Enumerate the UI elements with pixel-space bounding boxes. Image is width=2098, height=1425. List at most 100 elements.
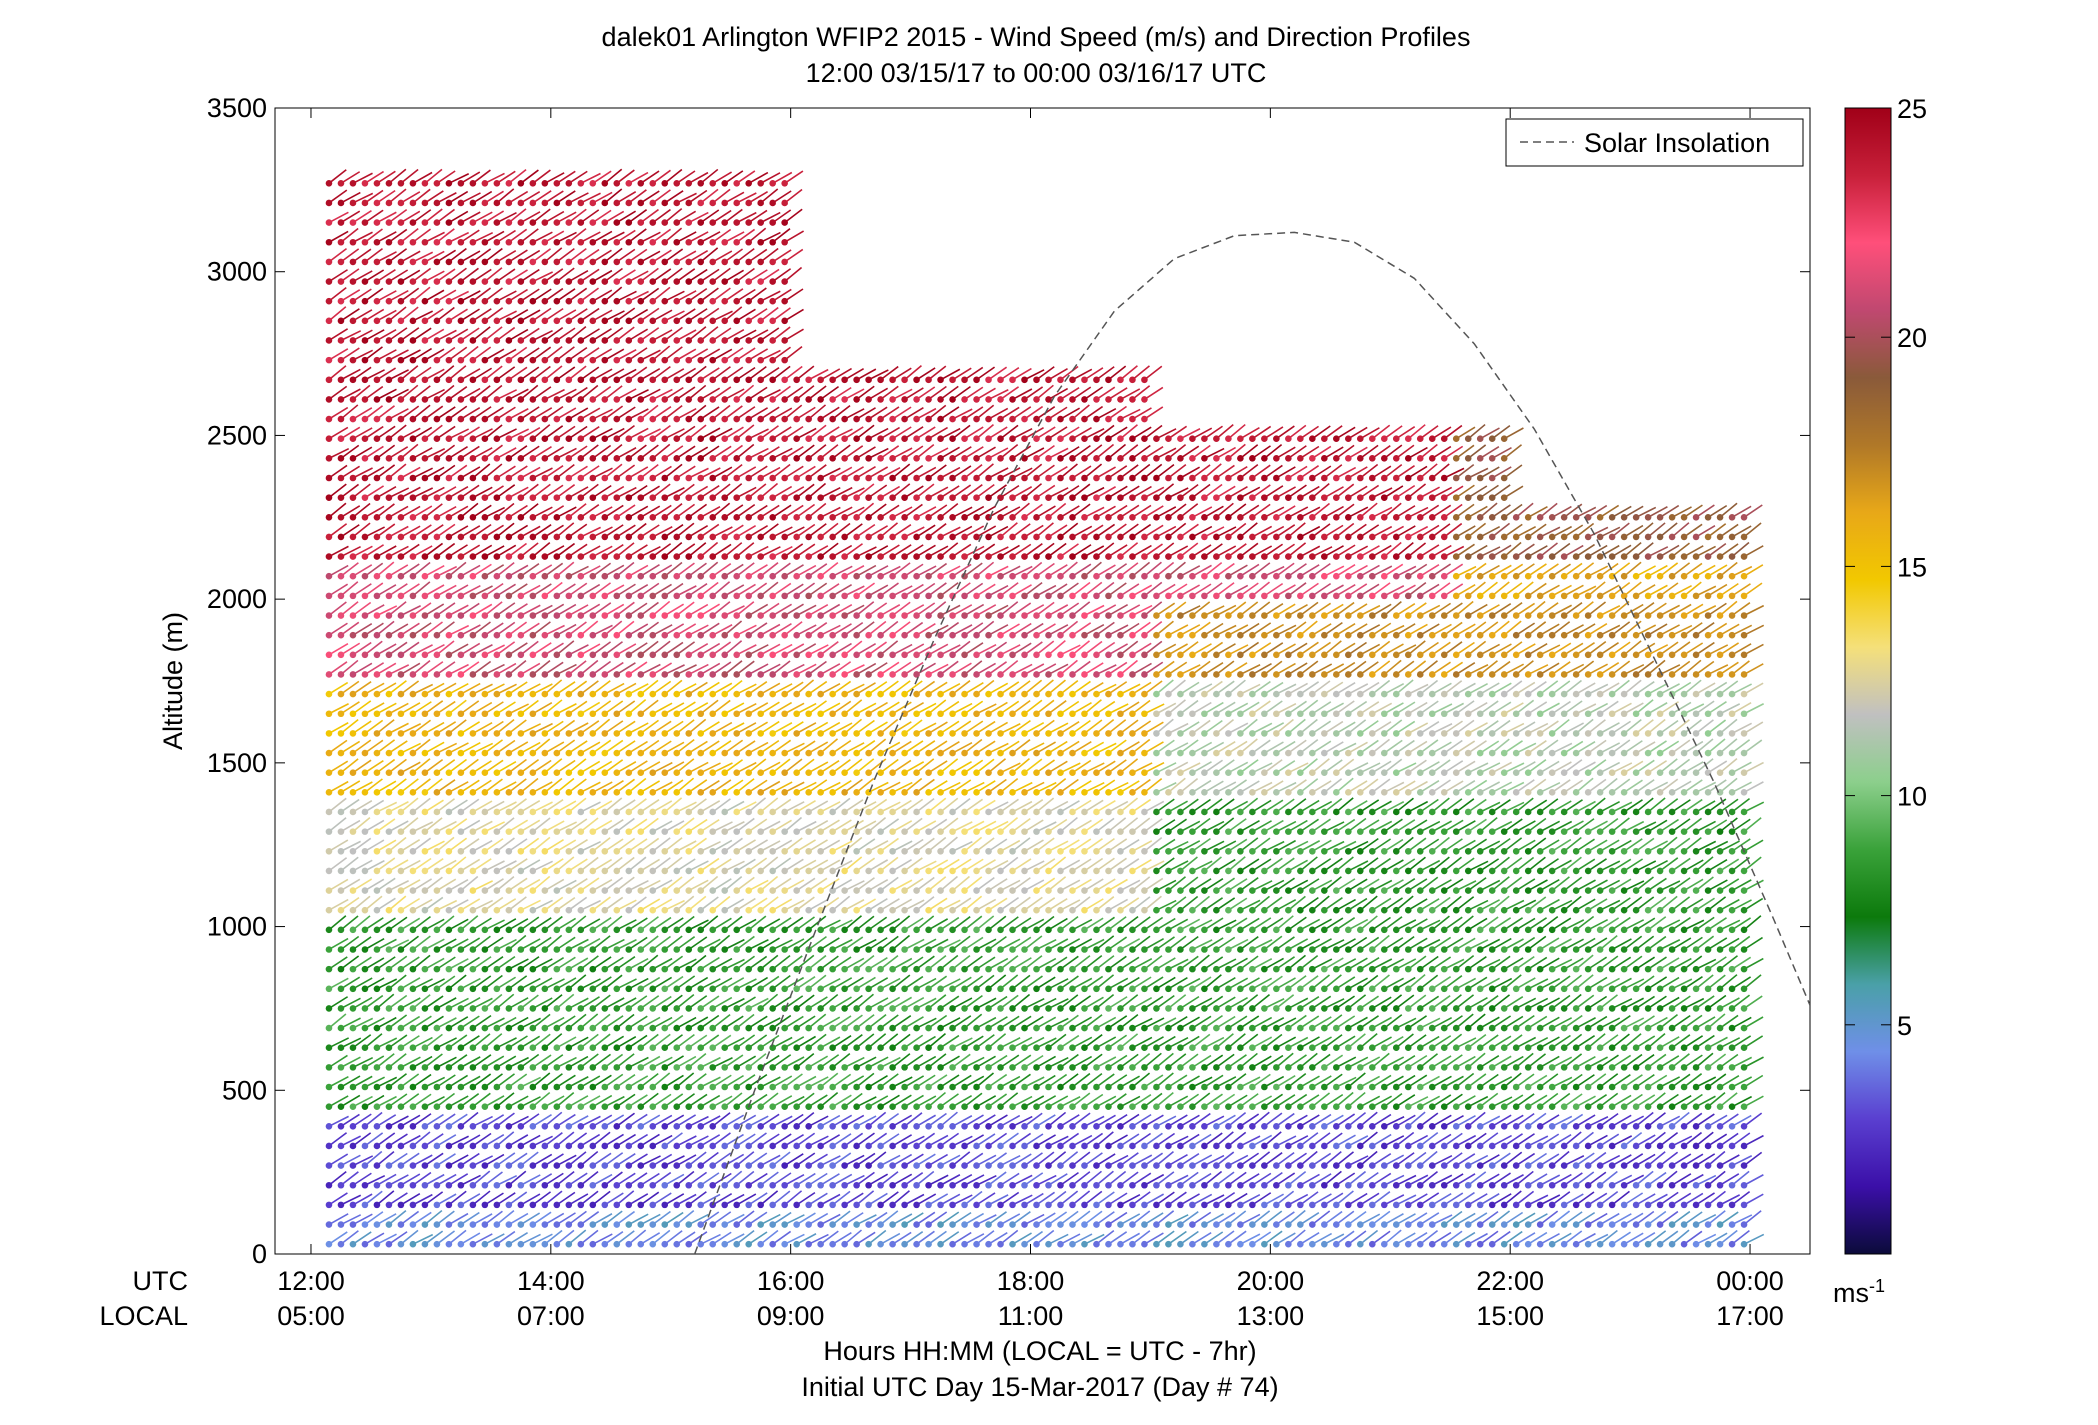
wind-barb-dot	[769, 1083, 776, 1091]
wind-barb-dot	[757, 1024, 764, 1032]
wind-barb-shaft	[496, 484, 516, 499]
wind-barb-shaft	[460, 308, 480, 322]
wind-barb-shaft	[496, 801, 517, 813]
wind-barb-dot	[505, 1142, 513, 1150]
wind-barb-shaft	[328, 977, 349, 990]
wind-barb-shaft	[484, 307, 504, 322]
wind-barb-dot	[745, 278, 752, 285]
wind-barb-shaft	[496, 701, 516, 715]
wind-barb-dot	[673, 867, 681, 875]
wind-barb-dot	[793, 1221, 800, 1228]
wind-barb-dot	[601, 651, 609, 659]
wind-barb-dot	[697, 513, 705, 521]
wind-barb-dot	[649, 1201, 657, 1209]
wind-barb-dot	[613, 278, 621, 285]
wind-barb-shaft	[364, 466, 385, 479]
wind-barb-dot	[421, 219, 429, 226]
wind-barb-dot	[577, 317, 585, 325]
wind-barb-dot	[385, 572, 393, 580]
wind-barb-dot	[373, 180, 381, 187]
wind-barb-shaft	[412, 209, 432, 224]
wind-barb-dot	[577, 396, 585, 403]
wind-barb-dot	[493, 710, 501, 718]
wind-barb-dot	[853, 651, 860, 659]
wind-barb-shaft	[376, 268, 396, 283]
wind-barb-dot	[337, 1044, 345, 1052]
wind-barb-dot	[505, 828, 513, 835]
wind-barb-dot	[529, 337, 537, 344]
wind-barb-dot	[517, 435, 525, 443]
wind-barb-dot	[457, 906, 465, 914]
wind-barb-dot	[661, 690, 669, 698]
wind-barb-dot	[409, 278, 417, 285]
wind-barb-shaft	[400, 1114, 421, 1127]
wind-barb-shaft	[484, 406, 504, 420]
wind-barb-dot	[661, 1083, 669, 1091]
wind-barb-dot	[481, 278, 489, 285]
wind-barb-dot	[721, 1064, 729, 1071]
wind-barb-dot	[589, 1162, 597, 1169]
wind-barb-dot	[709, 690, 717, 698]
wind-barb-shaft	[376, 857, 396, 872]
wind-barb-dot	[697, 1103, 705, 1110]
wind-barb-shaft	[388, 545, 409, 558]
wind-barb-shaft	[388, 1053, 407, 1068]
wind-barb-shaft	[328, 915, 347, 931]
wind-barb-dot	[757, 808, 764, 816]
wind-barb-dot	[841, 572, 848, 580]
wind-barb-shaft	[484, 1153, 505, 1167]
wind-barb-dot	[649, 1123, 657, 1130]
wind-barb-dot	[601, 690, 609, 698]
wind-barb-shaft	[412, 659, 431, 676]
wind-barb-dot	[445, 631, 453, 639]
wind-barb-dot	[841, 612, 848, 619]
wind-barb-dot	[601, 337, 609, 344]
wind-barb-dot	[529, 926, 537, 934]
wind-barb-dot	[433, 1142, 441, 1150]
wind-barb-dot	[829, 396, 836, 403]
wind-barb-shaft	[352, 210, 372, 224]
wind-barb-dot	[445, 513, 453, 521]
wind-barb-shaft	[496, 562, 515, 577]
wind-barb-dot	[697, 671, 705, 678]
wind-barb-dot	[553, 1044, 561, 1052]
wind-barb-dot	[661, 906, 669, 914]
wind-barb-shaft	[484, 524, 504, 538]
wind-barb-dot	[505, 513, 513, 521]
wind-barb-shaft	[364, 895, 383, 911]
wind-barb-shaft	[388, 583, 408, 597]
wind-barb-dot	[529, 710, 537, 718]
wind-barb-dot	[589, 1044, 597, 1052]
wind-barb-dot	[337, 965, 345, 973]
wind-barb-dot	[649, 749, 657, 757]
wind-barb-dot	[421, 238, 429, 246]
wind-barb-dot	[589, 789, 597, 796]
wind-barb-dot	[709, 356, 717, 364]
wind-barb-dot	[409, 1201, 417, 1209]
wind-barb-dot	[649, 985, 657, 993]
wind-barb-dot	[757, 828, 764, 835]
wind-barb-shaft	[448, 624, 470, 636]
wind-barb-dot	[793, 926, 800, 934]
wind-barb-dot	[577, 651, 585, 659]
wind-barb-dot	[709, 1162, 717, 1169]
wind-barb-dot	[397, 1181, 405, 1189]
wind-barb-dot	[841, 985, 848, 993]
wind-barb-dot	[325, 1044, 333, 1052]
wind-barb-dot	[589, 651, 597, 659]
wind-barb-shaft	[484, 210, 505, 224]
wind-barb-shaft	[352, 349, 373, 361]
wind-barb-dot	[385, 1181, 393, 1189]
wind-barb-dot	[517, 710, 525, 718]
wind-barb-dot	[781, 1142, 788, 1150]
wind-barb-dot	[781, 553, 788, 560]
wind-barb-shaft	[352, 467, 373, 479]
wind-barb-dot	[865, 671, 872, 678]
wind-barb-dot	[757, 730, 764, 737]
wind-barb-dot	[697, 278, 705, 285]
wind-barb-dot	[829, 592, 836, 600]
wind-barb-dot	[613, 730, 621, 737]
wind-barb-dot	[553, 337, 561, 344]
wind-barb-shaft	[472, 975, 492, 990]
wind-barb-dot	[529, 1162, 537, 1169]
